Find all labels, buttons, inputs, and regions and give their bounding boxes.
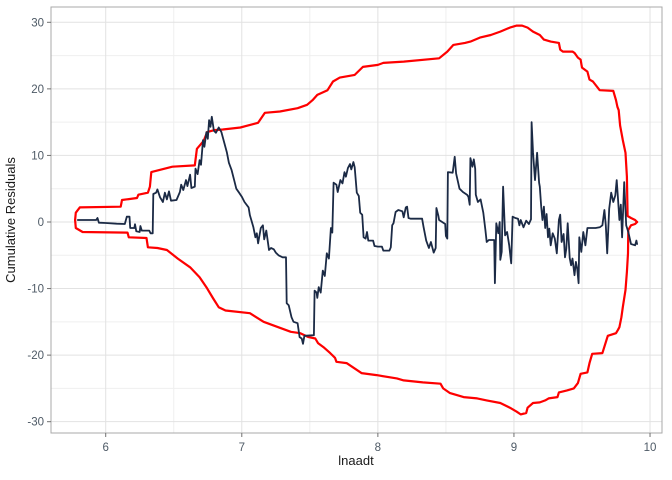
x-tick-label: 8 [375, 442, 381, 454]
y-tick-label: 10 [31, 150, 44, 162]
y-tick-label: -20 [27, 350, 44, 362]
y-tick-label: 0 [38, 217, 44, 229]
data-series [73, 24, 639, 416]
x-tick-label: 6 [103, 442, 109, 454]
panel-border [50, 6, 663, 434]
gridlines [51, 7, 662, 433]
x-tick-label: 10 [644, 442, 657, 454]
y-tick-label: 30 [31, 17, 44, 29]
x-tick-label: 9 [511, 442, 517, 454]
y-axis-title: Cumulative Residuals [3, 157, 18, 283]
y-tick-label: -30 [27, 417, 44, 429]
x-tick-label: 7 [239, 442, 245, 454]
simulation-envelope-lower [73, 218, 639, 416]
simulation-envelope-upper [73, 24, 639, 224]
y-tick-label: 20 [31, 84, 44, 96]
y-tick-label: -10 [27, 284, 44, 296]
cumulative-residual-process [76, 115, 638, 345]
axes: 6 7 8 9 10 -30 -20 -10 0 10 20 30 [27, 6, 663, 454]
x-axis-title: lnaadt [338, 453, 374, 468]
